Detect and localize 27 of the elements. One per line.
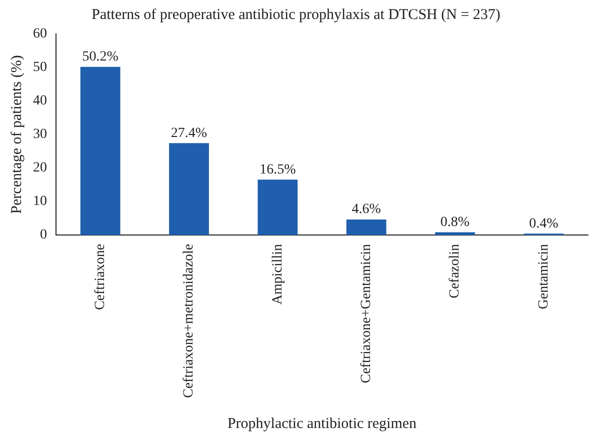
bar bbox=[346, 220, 386, 235]
data-label: 27.4% bbox=[170, 126, 208, 141]
bar bbox=[169, 143, 209, 235]
data-label: 0.8% bbox=[440, 214, 470, 230]
x-axis-title: Prophylactic antibiotic regimen bbox=[227, 416, 418, 432]
y-tick-label: 40 bbox=[33, 94, 47, 109]
x-tick-label: Ampicillin bbox=[270, 244, 286, 305]
x-tick-label: Ceftriaxone bbox=[93, 244, 108, 310]
x-tick-label: Ceftriaxone+metronidazole bbox=[182, 244, 197, 398]
bar bbox=[258, 180, 298, 235]
y-tick-label: 20 bbox=[33, 160, 47, 176]
bar bbox=[435, 232, 475, 235]
data-label: 0.4% bbox=[529, 216, 559, 232]
y-tick-label: 30 bbox=[33, 127, 47, 142]
y-tick-label: 60 bbox=[33, 26, 47, 42]
y-tick-label: 10 bbox=[33, 194, 47, 210]
y-axis-title: Percentage of patients (%) bbox=[8, 55, 25, 214]
x-tick-label: Ceftriaxone+Gentamicin bbox=[359, 244, 374, 384]
data-label: 50.2% bbox=[82, 49, 119, 64]
x-tick-label: Cefazolin bbox=[448, 244, 463, 298]
x-tick-label: Gentamicin bbox=[536, 244, 552, 310]
y-tick-label: 0 bbox=[40, 228, 47, 243]
data-label: 16.5% bbox=[260, 162, 296, 178]
chart-title: Patterns of preoperative antibiotic prophylaxis at DTCSH (N = 237) bbox=[92, 6, 500, 23]
data-label: 4.6% bbox=[352, 202, 382, 218]
y-tick-label: 50 bbox=[33, 60, 47, 76]
bar bbox=[80, 66, 120, 235]
